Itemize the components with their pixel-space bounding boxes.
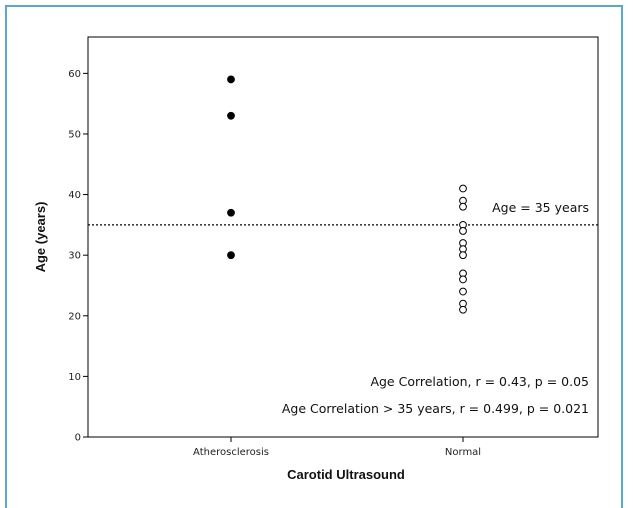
data-point-atherosclerosis [227,75,235,84]
x-tick-label: Normal [445,447,481,458]
x-axis: Atherosclerosis Normal [193,437,481,458]
x-tick-label: Atherosclerosis [193,447,269,458]
data-point-normal [459,184,467,193]
y-axis: 0 10 20 30 40 50 60 [68,69,88,444]
data-point-normal [459,305,467,314]
data-point-atherosclerosis [227,251,235,260]
y-tick-label: 40 [68,190,81,201]
y-axis-title: Age (years) [33,202,48,273]
data-point-normal [459,287,467,296]
figure-frame [5,5,623,508]
y-tick-label: 20 [68,311,81,322]
annotation-correlation-over-35: Age Correlation > 35 years, r = 0.499, p… [282,401,589,416]
reference-line-label: Age = 35 years [492,200,589,215]
data-point-normal [459,202,467,211]
data-point-atherosclerosis [227,111,235,120]
y-tick-label: 0 [75,433,81,444]
plot-area [87,36,599,438]
data-point-normal [459,275,467,284]
y-tick-label: 10 [68,372,81,383]
x-axis-title: Carotid Ultrasound [287,467,405,482]
data-points [227,75,467,314]
data-point-normal [459,251,467,260]
data-point-atherosclerosis [227,208,235,217]
data-point-normal [459,227,467,235]
annotation-correlation: Age Correlation, r = 0.43, p = 0.05 [370,374,589,389]
y-tick-label: 30 [68,251,81,262]
y-tick-label: 50 [68,129,81,140]
y-tick-label: 60 [68,69,81,80]
